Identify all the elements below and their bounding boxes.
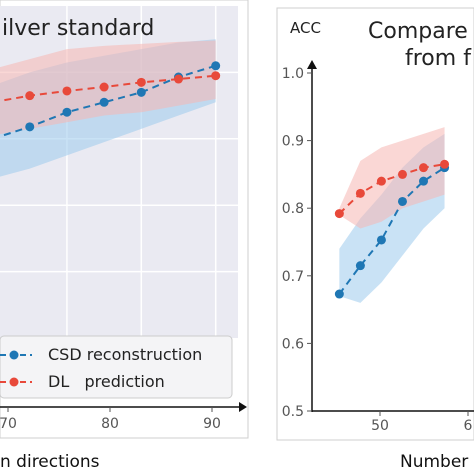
right-point-csd-50: [355, 261, 365, 271]
legend-box: [0, 335, 233, 399]
right-series-points: [334, 159, 450, 299]
left-point-csd-90: [211, 61, 221, 71]
right-y-tick-label-4: 0.6: [282, 336, 304, 352]
legend-marker-dl-dot: [9, 377, 19, 387]
right-x-tick-label-6: 6: [464, 418, 473, 434]
left-point-csd-70: [62, 107, 72, 117]
right-y-tick-label-0: 1.0: [282, 66, 304, 82]
right-point-csd-60: [397, 196, 407, 206]
right-chart: ACC Compare from f 1.0 0.9 0.8 0.7 0.6 0.5 50…: [276, 7, 474, 472]
right-point-dl-70: [440, 159, 450, 169]
left-chart: ilver standard CSD reconstruction DL pre…: [0, 0, 249, 472]
right-point-csd-45: [334, 289, 344, 299]
right-y-tick-label-2: 0.8: [282, 201, 304, 217]
right-point-dl-55: [376, 176, 386, 186]
right-y-axis-label: ACC: [290, 19, 321, 37]
right-point-csd-65: [419, 176, 429, 186]
legend: CSD reconstruction DL prediction: [0, 335, 233, 399]
left-point-csd-65: [25, 122, 35, 132]
left-point-dl-75: [99, 82, 109, 92]
legend-label-csd: CSD reconstruction: [48, 345, 202, 364]
right-chart-title-line-2: from f: [405, 46, 472, 71]
left-x-tick-label-90: 90: [203, 416, 221, 432]
left-point-dl-70: [62, 86, 72, 96]
right-point-csd-55: [376, 235, 386, 245]
right-point-dl-65: [419, 163, 429, 173]
right-chart-title-line-1: Compare: [368, 19, 468, 44]
right-y-tick-label-1: 0.9: [282, 134, 304, 150]
left-x-axis-arrowhead: [239, 402, 247, 412]
right-y-tick-label-5: 0.5: [282, 404, 304, 420]
left-x-tick-label-80: 80: [101, 416, 119, 432]
left-point-dl-65: [25, 91, 35, 101]
right-y-ticks: 1.0 0.9 0.8 0.7 0.6 0.5: [282, 66, 312, 420]
left-x-axis-label: n directions: [0, 452, 100, 472]
left-point-dl-85: [174, 74, 183, 84]
legend-marker-csd-dot: [9, 350, 19, 360]
right-y-tick-label-3: 0.7: [282, 269, 304, 285]
left-point-dl-80: [136, 77, 146, 87]
left-point-csd-80: [136, 87, 146, 97]
right-point-dl-45: [334, 209, 344, 219]
left-chart-title: ilver standard: [2, 16, 154, 41]
left-x-tick-label-70: 70: [0, 416, 17, 432]
right-point-dl-60: [397, 169, 407, 179]
right-x-axis-label: Number: [400, 452, 468, 472]
left-point-csd-75: [99, 97, 109, 107]
left-series-points: [25, 61, 221, 132]
legend-label-dl: DL prediction: [48, 372, 165, 391]
left-point-dl-90: [211, 71, 221, 81]
right-y-axis-arrowhead: [307, 60, 317, 69]
right-point-dl-50: [355, 188, 365, 198]
right-x-tick-label-50: 50: [371, 418, 389, 434]
